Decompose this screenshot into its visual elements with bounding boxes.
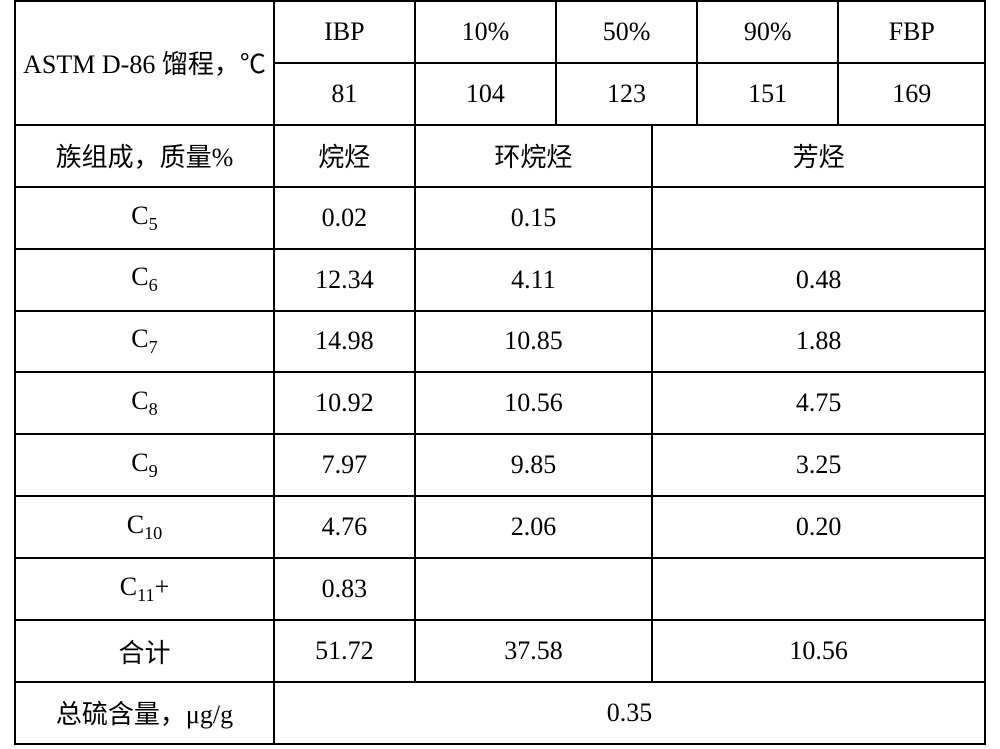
cell	[652, 558, 985, 620]
hdr-val-3: 151	[697, 63, 839, 125]
cell: 10.56	[415, 372, 653, 434]
cell: 0.48	[652, 249, 985, 311]
cell: 1.88	[652, 311, 985, 373]
cell: 10.85	[415, 311, 653, 373]
hdr-point-2: 50%	[556, 1, 697, 63]
cell: 2.06	[415, 496, 653, 558]
cell: 0.20	[652, 496, 985, 558]
cell	[415, 558, 653, 620]
cell: 0.15	[415, 187, 653, 249]
cell: 4.75	[652, 372, 985, 434]
cell: 0.83	[274, 558, 415, 620]
footer-label: 总硫含量，μg/g	[15, 682, 274, 744]
cell: 10.56	[652, 620, 985, 682]
cell: 14.98	[274, 311, 415, 373]
cell: 10.92	[274, 372, 415, 434]
group-col-2: 芳烃	[652, 125, 985, 187]
hdr-val-2: 123	[556, 63, 697, 125]
cell: 0.02	[274, 187, 415, 249]
hdr-point-0: IBP	[274, 1, 415, 63]
row-label: C6	[15, 249, 274, 311]
row-label: C9	[15, 434, 274, 496]
hdr-point-3: 90%	[697, 1, 839, 63]
cell: 3.25	[652, 434, 985, 496]
hdr-val-0: 81	[274, 63, 415, 125]
cell	[652, 187, 985, 249]
cell: 7.97	[274, 434, 415, 496]
group-col-1: 环烷烃	[415, 125, 653, 187]
hdr-point-4: FBP	[838, 1, 985, 63]
cell: 4.76	[274, 496, 415, 558]
row-label: C5	[15, 187, 274, 249]
cell: 9.85	[415, 434, 653, 496]
row-label: C10	[15, 496, 274, 558]
row-label: C11+	[15, 558, 274, 620]
hdr-val-1: 104	[415, 63, 557, 125]
row-label: C7	[15, 311, 274, 373]
hdr-point-1: 10%	[415, 1, 557, 63]
footer-value: 0.35	[274, 682, 985, 744]
composition-table: ASTM D-86 馏程，℃ IBP 10% 50% 90% FBP 81 10…	[14, 0, 986, 745]
group-col-0: 烷烃	[274, 125, 415, 187]
group-header-label: 族组成，质量%	[15, 125, 274, 187]
header-row-label: ASTM D-86 馏程，℃	[15, 1, 274, 125]
hdr-val-4: 169	[838, 63, 985, 125]
cell: 12.34	[274, 249, 415, 311]
cell: 37.58	[415, 620, 653, 682]
row-label: C8	[15, 372, 274, 434]
row-label: 合计	[15, 620, 274, 682]
cell: 4.11	[415, 249, 653, 311]
cell: 51.72	[274, 620, 415, 682]
